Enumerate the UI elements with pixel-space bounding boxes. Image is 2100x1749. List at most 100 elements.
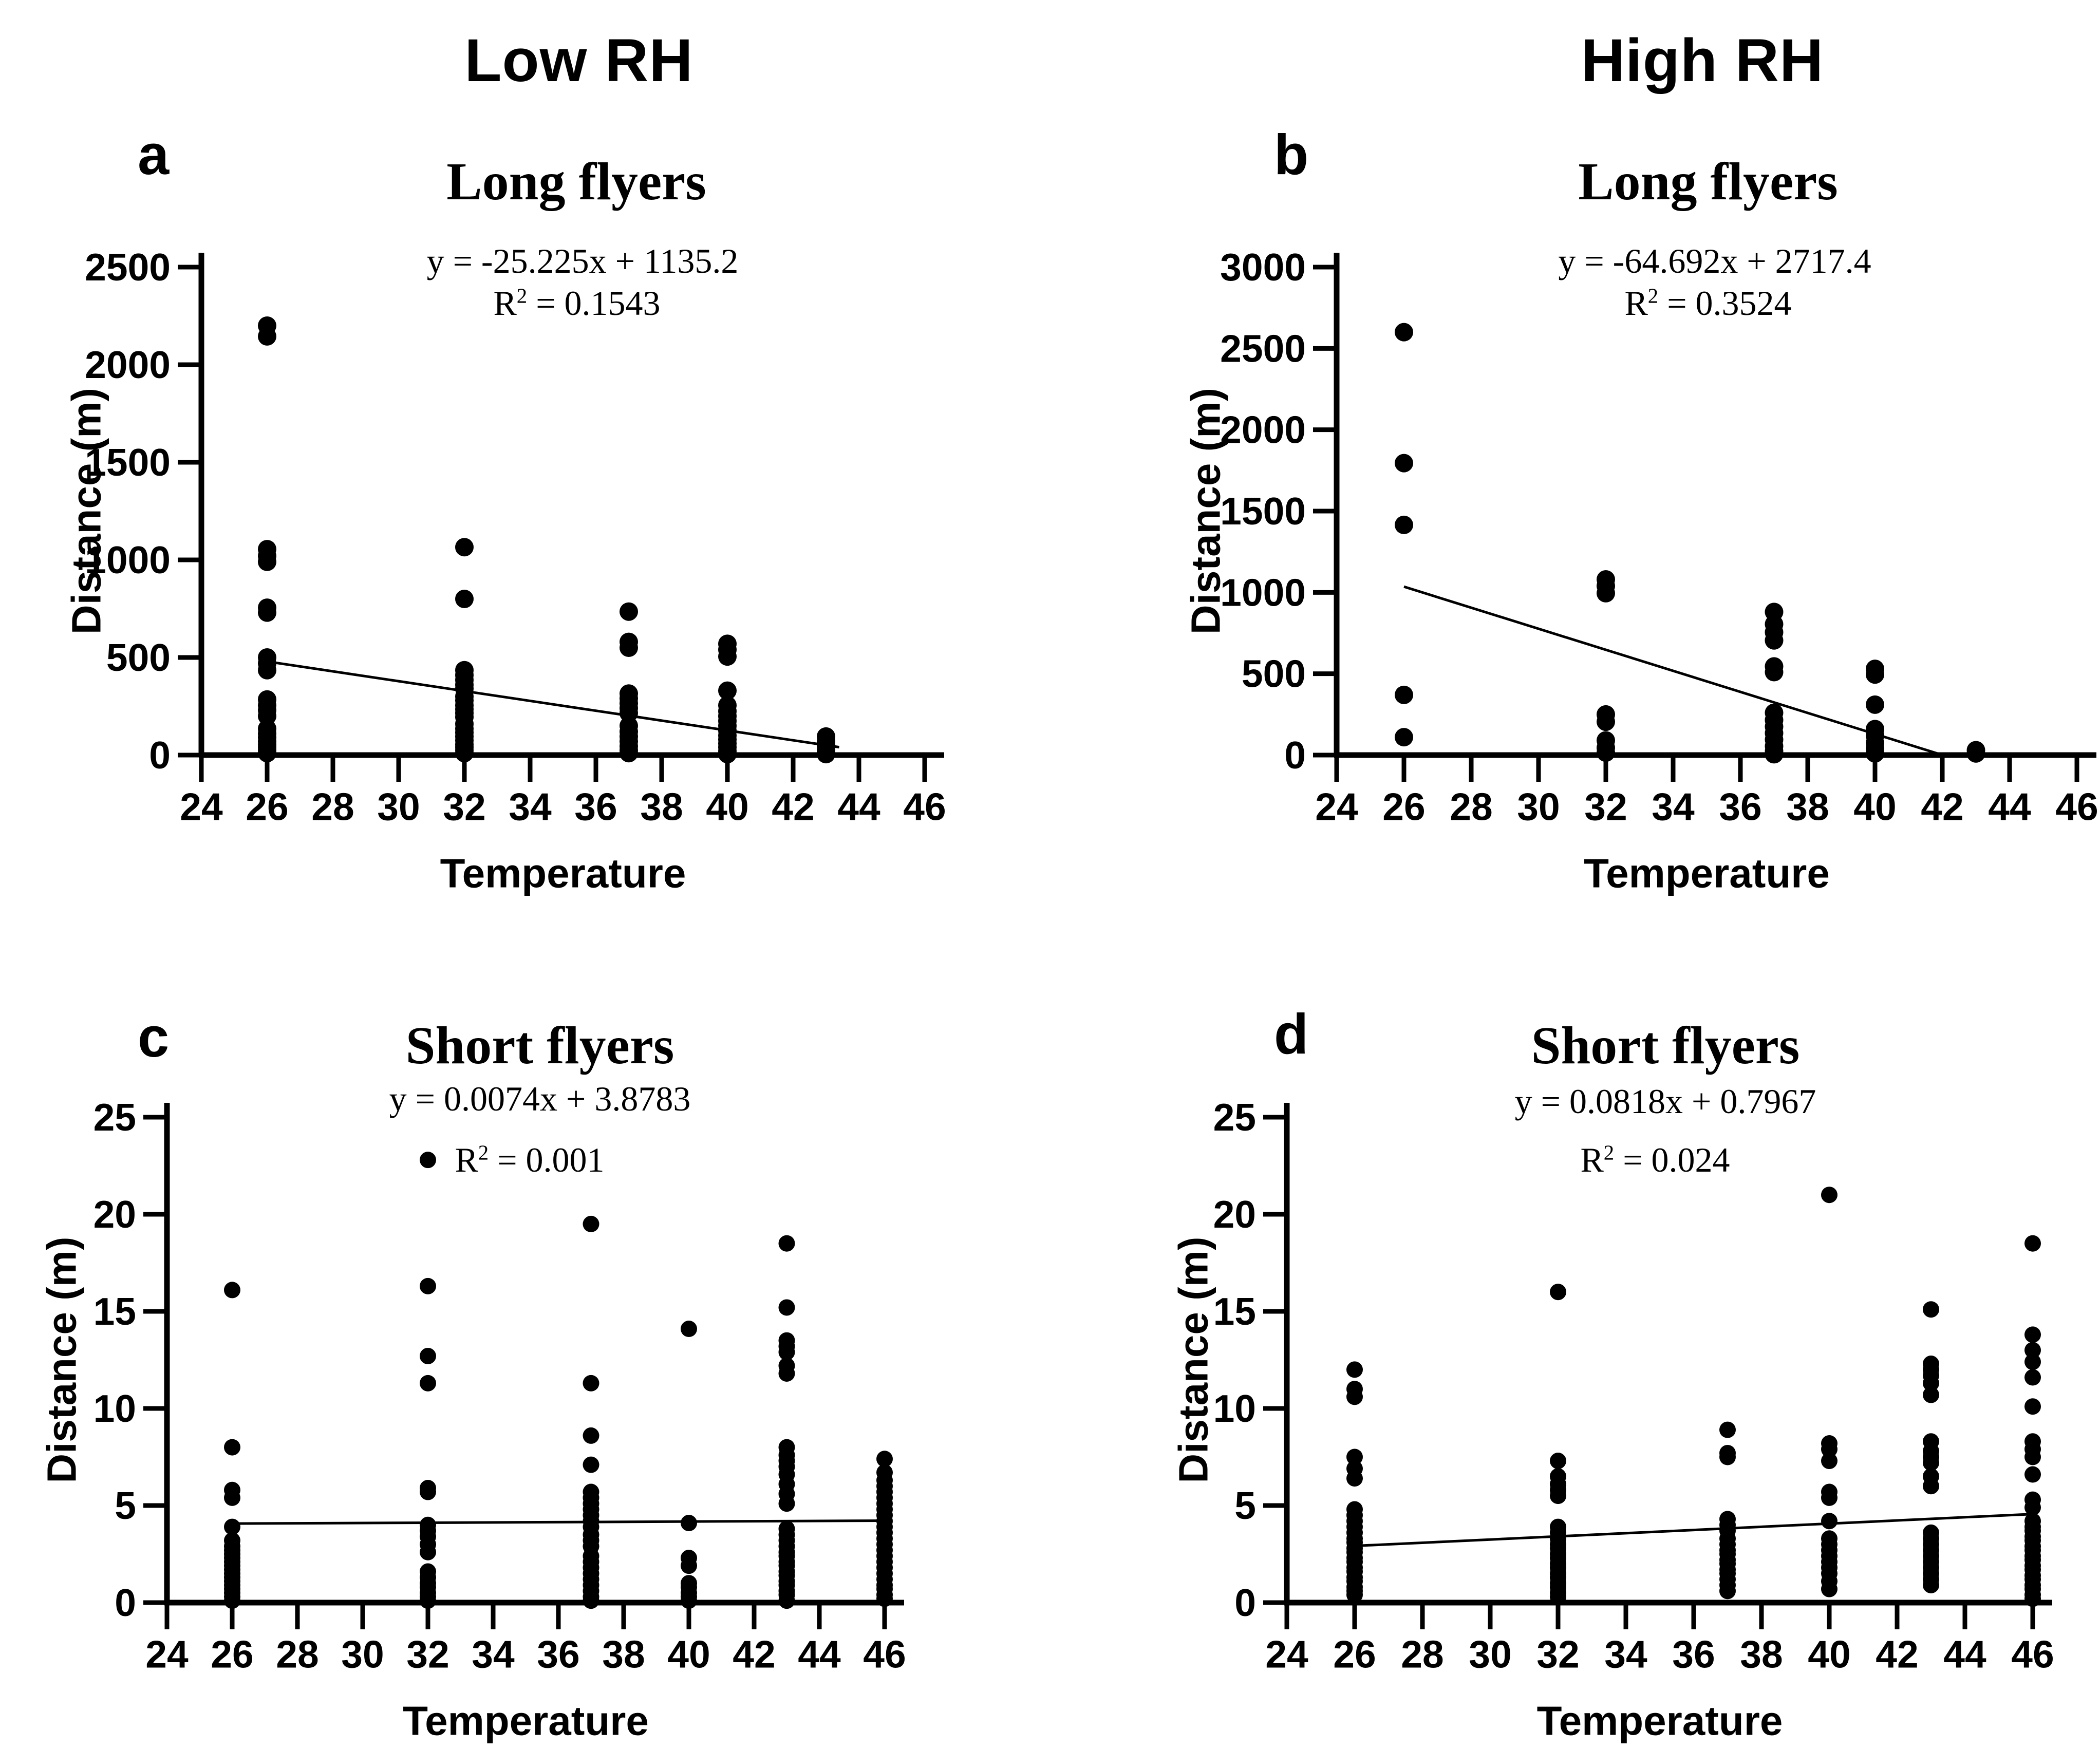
data-point: [876, 1590, 893, 1607]
data-point: [420, 1544, 436, 1560]
data-point: [258, 744, 276, 763]
data-point: [718, 745, 737, 764]
points-x40: [1821, 1187, 1838, 1597]
r2-value: = 0.1543: [536, 284, 661, 323]
points-x37: [1719, 1421, 1736, 1600]
panel-a-r2: R2 = 0.1543: [493, 283, 660, 324]
x-axis-tick-label: 46: [863, 1632, 906, 1676]
x-axis-tick-label: 24: [1315, 785, 1358, 828]
x-axis-tick-label: 42: [1921, 785, 1963, 828]
x-axis-tick-label: 40: [667, 1632, 710, 1676]
data-point: [1395, 323, 1413, 342]
data-point: [1923, 1301, 1939, 1318]
panel-d-r2: R2 = 0.024: [1580, 1140, 1730, 1180]
x-axis-tick-label: 30: [1517, 785, 1560, 828]
x-axis-title: Temperature: [1537, 1698, 1783, 1744]
points-x43: [1966, 741, 1985, 763]
x-axis-tick-label: 32: [406, 1632, 449, 1676]
data-point: [1719, 1449, 1736, 1465]
data-point: [1719, 1421, 1736, 1438]
x-axis-tick-label: 28: [1450, 785, 1492, 828]
data-point: [420, 1375, 436, 1391]
data-point: [1550, 1488, 1566, 1504]
x-axis-tick-label: 32: [1536, 1632, 1579, 1676]
data-point: [224, 1489, 240, 1506]
y-axis-tick-label: 500: [1242, 652, 1306, 695]
panel-a-equation: y = -25.225x + 1135.2: [426, 241, 739, 280]
points-x32: [455, 538, 474, 763]
data-point: [583, 1592, 599, 1609]
x-axis-tick-label: 44: [1988, 785, 2031, 828]
r2-sup: 2: [478, 1141, 489, 1164]
y-axis-tick-label: 25: [93, 1096, 136, 1139]
data-point: [1550, 1453, 1566, 1470]
data-point: [224, 1439, 240, 1456]
panel-a-plot: 0 500 1000 1500 2000 2500 24 26 28 30 32 34 36 38 40 42…: [64, 246, 946, 896]
data-point: [2024, 1342, 2041, 1359]
points-x26: [1346, 1361, 1363, 1603]
panel-c-plot: 0 5 10 15 20 25 24 26 28 30 32 34 36 38 40 42 44 46 Temper…: [39, 1096, 906, 1744]
data-point: [1346, 1470, 1363, 1487]
points-x37: [620, 602, 638, 763]
column-title-high-rh: High RH: [1581, 27, 1824, 95]
data-point: [620, 744, 638, 763]
panel-d-title: Short flyers: [1531, 1016, 1800, 1075]
panel-b-title: Long flyers: [1578, 152, 1838, 211]
x-axis-tick-label: 44: [837, 785, 880, 828]
x-axis-tick-label: 28: [276, 1632, 318, 1676]
data-point: [778, 1344, 795, 1361]
data-point: [1821, 1441, 1838, 1458]
data-point: [224, 1592, 240, 1609]
data-point: [1923, 1375, 1939, 1391]
data-point: [1395, 728, 1413, 747]
data-point: [778, 1235, 795, 1252]
data-point: [1719, 1583, 1736, 1600]
x-axis-tick-label: 32: [1584, 785, 1627, 828]
panel-b-plot: 0 500 1000 1500 2000 2500 3000 24 26 28 30 32 34 36 38…: [1183, 246, 2098, 896]
x-axis-tick-label: 26: [246, 785, 288, 828]
data-point: [224, 1282, 240, 1299]
y-axis-tick-label: 15: [93, 1290, 136, 1333]
data-point: [583, 1215, 599, 1232]
data-point: [1866, 695, 1884, 714]
data-point: [681, 1592, 697, 1609]
data-point: [620, 704, 638, 723]
data-point: [1597, 584, 1615, 603]
r2-sup: 2: [1603, 1141, 1615, 1164]
panel-c-r2: R2 = 0.001: [455, 1140, 604, 1180]
x-axis-tick-label: 36: [1719, 785, 1761, 828]
panel-d-letter: d: [1274, 1003, 1309, 1066]
data-point: [778, 1592, 795, 1609]
points-x32: [1597, 570, 1615, 762]
x-axis-tick-label: 42: [733, 1632, 775, 1676]
panel-b-letter: b: [1274, 123, 1309, 186]
data-point: [778, 1495, 795, 1512]
points-x37: [583, 1215, 599, 1609]
r2-rest: [1614, 1140, 1623, 1179]
data-point: [258, 603, 276, 622]
y-axis-tick-label: 2000: [1220, 408, 1306, 452]
r2-base: R: [1580, 1140, 1604, 1179]
data-point: [583, 1456, 599, 1473]
panel-c-letter: c: [138, 1006, 170, 1069]
data-point: [420, 1592, 436, 1609]
x-axis-tick-label: 40: [1853, 785, 1896, 828]
y-axis-tick-label: 1500: [1220, 490, 1306, 533]
data-point: [583, 1375, 599, 1391]
data-point: [2024, 1235, 2041, 1252]
data-point: [817, 745, 835, 764]
x-axis-tick-label: 30: [341, 1632, 384, 1676]
x-axis-tick-label: 36: [537, 1632, 579, 1676]
panel-c-title: Short flyers: [405, 1016, 674, 1075]
x-axis-tick-label: 44: [798, 1632, 841, 1676]
data-point: [2024, 1398, 2041, 1415]
data-point: [2024, 1353, 2041, 1370]
data-point: [1550, 1284, 1566, 1301]
data-point: [2024, 1499, 2041, 1516]
x-axis-tick-label: 44: [1943, 1632, 1986, 1676]
panel-d-equation: y = 0.0818x + 0.7967: [1514, 1082, 1816, 1121]
r2-rest: [1658, 284, 1667, 323]
data-point: [1765, 631, 1784, 650]
data-point: [681, 1321, 697, 1338]
